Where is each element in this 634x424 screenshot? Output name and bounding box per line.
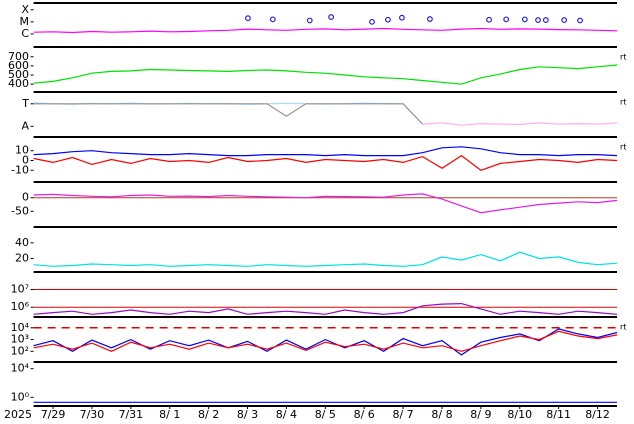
y-tick-label: 0	[22, 191, 29, 204]
y-tick-label: C	[21, 27, 29, 40]
y-tick-label: 10³	[11, 333, 29, 346]
y-tick-label: 400	[8, 77, 29, 90]
x-tick-label: 8/ 1	[159, 408, 180, 421]
year-label: 2025	[4, 408, 32, 421]
series-line	[33, 302, 618, 315]
flare-marker	[328, 14, 335, 20]
flare-marker	[427, 16, 433, 22]
y-tick-label: 700	[8, 50, 29, 63]
series-line	[33, 103, 423, 125]
side-label: rt	[620, 323, 626, 332]
x-tick-label: 8/ 8	[431, 408, 452, 421]
y-tick-label: X	[21, 3, 29, 16]
flare-marker	[561, 17, 568, 23]
y-tick-label: 10	[15, 144, 29, 157]
flare-marker	[385, 16, 391, 23]
y-tick-label: 10⁷	[11, 282, 29, 295]
y-tick-label: T	[21, 97, 29, 110]
x-tick-label: 8/ 4	[276, 408, 297, 421]
flare-marker	[535, 17, 541, 23]
x-tick-label: 8/ 7	[392, 408, 413, 421]
x-tick-label: 8/ 3	[237, 408, 258, 421]
y-tick-label: 0	[22, 153, 29, 166]
x-tick-label: 7/31	[118, 408, 143, 421]
series-line	[33, 154, 618, 171]
x-tick-label: 8/ 6	[354, 408, 375, 421]
series-line	[33, 64, 618, 85]
y-tick-label: 10⁶	[11, 300, 30, 313]
series-line	[33, 146, 618, 157]
y-tick-label: A	[21, 119, 29, 132]
flare-marker	[486, 16, 492, 23]
flare-marker	[577, 17, 583, 24]
x-tick-label: 8/ 2	[198, 408, 219, 421]
side-label: rt	[620, 98, 626, 107]
flare-marker	[306, 17, 313, 24]
flare-marker	[245, 15, 251, 22]
y-tick-label: 20	[15, 251, 29, 264]
y-tick-label: 500	[8, 68, 29, 81]
series-line	[33, 193, 618, 214]
y-tick-label: 600	[8, 59, 29, 72]
series-line	[33, 27, 618, 34]
side-label: rt	[620, 143, 626, 152]
y-tick-label: 40	[15, 236, 29, 249]
y-tick-label: 10⁴	[11, 362, 30, 375]
side-label: rt	[620, 53, 626, 62]
x-tick-label: 8/ 9	[470, 408, 491, 421]
flare-marker	[542, 17, 549, 23]
flare-marker	[503, 16, 510, 23]
x-tick-label: 8/10	[507, 408, 532, 421]
x-tick-label: 7/29	[41, 408, 66, 421]
y-tick-label: 10⁰	[11, 390, 30, 403]
flare-marker	[369, 18, 375, 25]
x-tick-label: 8/ 5	[315, 408, 336, 421]
y-tick-label: 10⁴	[11, 321, 30, 334]
flare-marker	[521, 16, 528, 23]
x-tick-label: 8/12	[585, 408, 610, 421]
x-tick-label: 7/30	[80, 408, 105, 421]
flare-marker	[269, 16, 276, 23]
series-line	[33, 251, 618, 267]
y-tick-label: 10²	[11, 344, 29, 357]
x-tick-label: 8/11	[546, 408, 571, 421]
y-tick-label: -10	[11, 163, 29, 176]
y-tick-label: -50	[11, 204, 29, 217]
series-line	[422, 122, 618, 126]
y-tick-label: M	[20, 15, 30, 28]
series-line	[33, 330, 618, 352]
series-line	[33, 328, 618, 356]
flare-marker	[399, 14, 405, 21]
